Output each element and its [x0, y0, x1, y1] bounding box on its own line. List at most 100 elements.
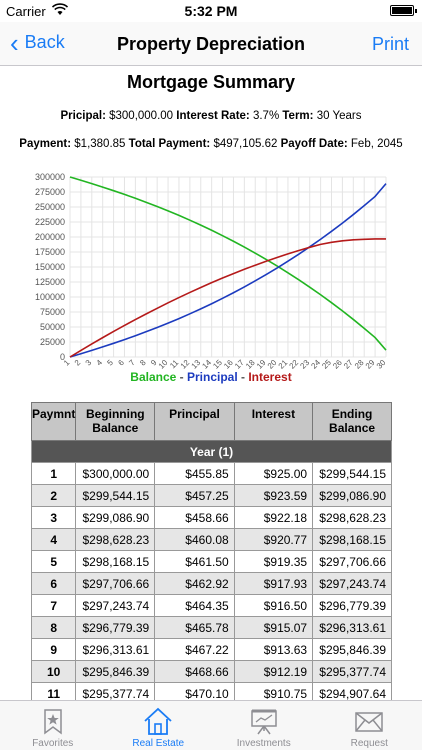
cell-beginning-balance: $298,168.15: [75, 550, 156, 573]
legend-principal: Principal: [186, 370, 238, 384]
y-tick-label: 50000: [40, 322, 65, 332]
cell-interest: $925.00: [233, 462, 314, 485]
cell-interest: $919.35: [233, 550, 314, 573]
x-tick-label: 30: [375, 358, 388, 371]
header-payment: Paymnt: [30, 402, 77, 441]
table-row: 3 $299,086.90 $458.66 $922.18 $298,628.23: [30, 506, 392, 529]
battery-icon: [390, 5, 417, 16]
cell-principal: $457.25: [154, 484, 235, 507]
summary-line-1: Pricipal: $300,000.00 Interest Rate: 3.7…: [0, 110, 422, 124]
back-button[interactable]: ‹ Back: [10, 27, 65, 58]
x-tick-label: 9: [149, 358, 159, 368]
cell-principal: $460.08: [154, 528, 235, 551]
cell-payment: 9: [30, 638, 77, 661]
content-area[interactable]: Mortgage Summary Pricipal: $300,000.00 I…: [0, 67, 422, 700]
rate-label: Interest Rate:: [176, 110, 250, 122]
cell-beginning-balance: $295,846.39: [75, 660, 156, 683]
payoff-label: Payoff Date:: [280, 138, 348, 150]
header-beginning-balance: Beginning Balance: [75, 402, 156, 441]
cell-ending-balance: $299,544.15: [312, 462, 392, 485]
cell-payment: 8: [30, 616, 77, 639]
tab-request[interactable]: Request: [317, 701, 422, 750]
cell-ending-balance: $299,086.90: [312, 484, 392, 507]
chevron-left-icon: ‹: [10, 27, 19, 58]
cell-interest: $916.50: [233, 594, 314, 617]
cell-payment: 6: [30, 572, 77, 595]
payment-label: Payment:: [19, 138, 72, 150]
legend-interest: Interest: [248, 370, 292, 384]
back-label: Back: [24, 32, 65, 52]
cell-payment: 1: [30, 462, 77, 485]
house-icon: [144, 707, 172, 735]
y-tick-label: 200000: [35, 232, 65, 242]
print-button[interactable]: Print: [371, 34, 409, 54]
y-tick-label: 75000: [40, 307, 65, 317]
tab-favorites-label: Favorites: [32, 738, 74, 749]
cell-beginning-balance: $299,086.90: [75, 506, 156, 529]
bookmark-star-icon: [44, 709, 62, 735]
chart-legend: Balance - Principal - Interest: [0, 370, 422, 384]
amortization-table: Paymnt Beginning Balance Principal Inter…: [30, 402, 392, 700]
table-row: 2 $299,544.15 $457.25 $923.59 $299,086.90: [30, 484, 392, 507]
tab-investments-label: Investments: [236, 738, 291, 749]
cell-principal: $455.85: [154, 462, 235, 485]
tab-investments[interactable]: Investments: [211, 701, 317, 750]
header-principal: Principal: [154, 402, 235, 441]
mortgage-chart: 0 25000 50000 75000 100000 125000 150000 175000…: [35, 172, 388, 371]
wifi-icon: [51, 3, 69, 19]
cell-principal: $462.92: [154, 572, 235, 595]
table-row: 9 $296,313.61 $467.22 $913.63 $295,846.39: [30, 638, 392, 661]
carrier-label: Carrier: [6, 4, 46, 19]
cell-interest: $915.07: [233, 616, 314, 639]
cell-ending-balance: $295,846.39: [312, 638, 392, 661]
cell-beginning-balance: $295,377.74: [75, 682, 156, 700]
cell-ending-balance: $297,706.66: [312, 550, 392, 573]
x-tick-label: 6: [116, 358, 126, 368]
cell-payment: 3: [30, 506, 77, 529]
cell-payment: 2: [30, 484, 77, 507]
cell-beginning-balance: $296,313.61: [75, 638, 156, 661]
table-row: 10 $295,846.39 $468.66 $912.19 $295,377.74: [30, 660, 392, 683]
y-tick-label: 175000: [35, 247, 65, 257]
table-row: 6 $297,706.66 $462.92 $917.93 $297,243.74: [30, 572, 392, 595]
table-row: 8 $296,779.39 $465.78 $915.07 $296,313.61: [30, 616, 392, 639]
rate-value: 3.7%: [252, 110, 280, 122]
y-tick-label: 225000: [35, 217, 65, 227]
cell-principal: $465.78: [154, 616, 235, 639]
cell-payment: 10: [30, 660, 77, 683]
cell-ending-balance: $298,168.15: [312, 528, 392, 551]
cell-interest: $922.18: [233, 506, 314, 529]
cell-beginning-balance: $298,628.23: [75, 528, 156, 551]
header-interest: Interest: [233, 402, 314, 441]
payoff-value: Feb, 2045: [350, 138, 403, 150]
cell-interest: $920.77: [233, 528, 314, 551]
cell-beginning-balance: $299,544.15: [75, 484, 156, 507]
y-tick-label: 100000: [35, 292, 65, 302]
cell-interest: $917.93: [233, 572, 314, 595]
series-line-principal: [69, 183, 387, 358]
term-value: 30 Years: [316, 110, 362, 122]
table-header-row: Paymnt Beginning Balance Principal Inter…: [30, 402, 392, 441]
cell-beginning-balance: $296,779.39: [75, 616, 156, 639]
total-value: $497,105.62: [213, 138, 278, 150]
principal-label: Pricipal:: [60, 110, 106, 122]
table-row: 11 $295,377.74 $470.10 $910.75 $294,907.64: [30, 682, 392, 700]
status-bar: Carrier 5:32 PM: [0, 0, 422, 22]
cell-beginning-balance: $297,706.66: [75, 572, 156, 595]
tab-favorites[interactable]: Favorites: [0, 701, 106, 750]
cell-principal: $467.22: [154, 638, 235, 661]
cell-interest: $913.63: [233, 638, 314, 661]
y-tick-label: 300000: [35, 172, 65, 182]
cell-beginning-balance: $300,000.00: [75, 462, 156, 485]
y-tick-label: 25000: [40, 337, 65, 347]
table-row: 7 $297,243.74 $464.35 $916.50 $296,779.39: [30, 594, 392, 617]
cell-ending-balance: $298,628.23: [312, 506, 392, 529]
tab-real-estate[interactable]: Real Estate: [106, 701, 212, 750]
y-tick-label: 275000: [35, 187, 65, 197]
cell-interest: $910.75: [233, 682, 314, 700]
x-tick-label: 5: [105, 358, 115, 368]
y-tick-label: 150000: [35, 262, 65, 272]
page-title: Property Depreciation: [116, 34, 306, 54]
cell-payment: 11: [30, 682, 77, 700]
term-label: Term:: [282, 110, 314, 122]
